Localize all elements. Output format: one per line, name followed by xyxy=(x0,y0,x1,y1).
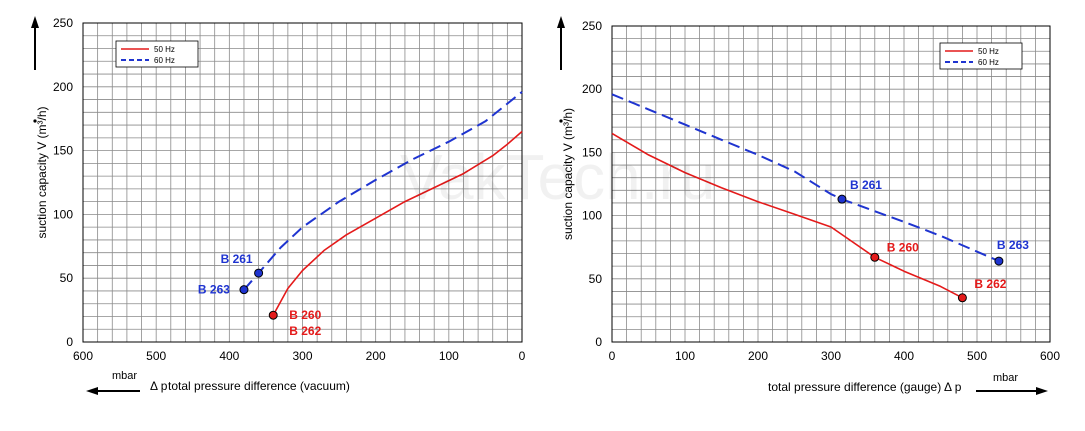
chart2-x-tick-label: 400 xyxy=(894,349,914,363)
chart2-y-axis-label: suction capacity V (m³/h) xyxy=(561,108,575,240)
chart2-x-axis-label: total pressure difference (gauge) xyxy=(768,380,941,394)
chart2-legend-box xyxy=(939,42,1023,70)
chart2-x-tick-label: 0 xyxy=(609,349,616,363)
chart1-x-axis-label: total pressure difference (vacuum) xyxy=(168,379,350,393)
chart2-point-label: B 263 xyxy=(997,238,1029,252)
chart2-y-arrow-head xyxy=(557,16,565,28)
chart2-x-tick-label: 100 xyxy=(675,349,695,363)
chart1-y-tick-label: 0 xyxy=(66,335,73,349)
chart1-y-axis-label: suction capacity V (m³/h) xyxy=(35,106,49,238)
chart2-model-point xyxy=(870,252,880,262)
chart1-point-label: B 260 xyxy=(289,308,321,322)
chart1-x-tick-label: 200 xyxy=(366,349,386,363)
chart2-point-label: B 261 xyxy=(850,178,882,192)
chart1-legend-label: 60 Hz xyxy=(154,56,175,65)
chart2-series-50hz-line xyxy=(611,132,963,299)
chart2-legend-label: 60 Hz xyxy=(978,58,999,67)
chart1-series-50hz-line xyxy=(272,130,523,316)
chart1-x-tick-label: 500 xyxy=(146,349,166,363)
chart2-x-tick-label: 200 xyxy=(748,349,768,363)
chart1-x-unit: mbar xyxy=(112,370,137,382)
chart2-series-60hz-line xyxy=(611,93,1000,263)
chart2-v-dot xyxy=(559,119,563,123)
chart1-x-tick-label: 300 xyxy=(292,349,312,363)
chart2-y-tick-label: 250 xyxy=(582,19,602,33)
chart2-model-point xyxy=(957,293,967,303)
chart1-plot-frame xyxy=(82,22,523,343)
chart2-x-unit: mbar xyxy=(993,372,1018,384)
chart2-x-suffix: Δ p xyxy=(944,380,962,394)
chart1-point-label: B 261 xyxy=(221,252,253,266)
chart1-legend-label: 50 Hz xyxy=(154,45,175,54)
chart2-x-tick-label: 500 xyxy=(967,349,987,363)
chart1-series-60hz-line xyxy=(243,91,523,291)
chart1-y-arrow-head xyxy=(31,16,39,28)
chart1-y-tick-label: 100 xyxy=(53,207,73,221)
chart1-model-point xyxy=(239,285,249,295)
chart2-legend-label: 50 Hz xyxy=(978,47,999,56)
chart2-x-tick-label: 300 xyxy=(821,349,841,363)
chart1-x-tick-label: 600 xyxy=(73,349,93,363)
chart2-point-label: B 260 xyxy=(887,240,919,254)
chart2-y-tick-label: 100 xyxy=(582,209,602,223)
chart1-model-point xyxy=(268,310,278,320)
chart2-model-point xyxy=(994,256,1004,266)
chart1-y-tick-label: 250 xyxy=(53,16,73,30)
chart1-point-label: B 263 xyxy=(198,283,230,297)
chart2-y-tick-label: 0 xyxy=(595,335,602,349)
chart1-x-tick-label: 100 xyxy=(439,349,459,363)
chart2-x-arrow-head xyxy=(1036,387,1048,395)
chart1-v-dot xyxy=(33,119,37,123)
chart1-y-tick-label: 50 xyxy=(60,271,74,285)
chart2-plot-frame xyxy=(611,25,1051,343)
chart1-y-tick-label: 150 xyxy=(53,144,73,158)
chart2-y-tick-label: 50 xyxy=(589,272,603,286)
chart1-x-tick-label: 400 xyxy=(219,349,239,363)
chart1-y-tick-label: 200 xyxy=(53,80,73,94)
chart1-point-label: B 262 xyxy=(289,324,321,338)
chart2-x-tick-label: 600 xyxy=(1040,349,1060,363)
chart2-y-tick-label: 150 xyxy=(582,145,602,159)
chart1-model-point xyxy=(254,268,264,278)
chart1-x-tick-label: 0 xyxy=(519,349,526,363)
chart2-model-point xyxy=(837,194,847,204)
chart2-y-tick-label: 200 xyxy=(582,82,602,96)
chart1-x-prefix: Δ p xyxy=(150,379,168,393)
chart1-x-arrow-head xyxy=(86,387,98,395)
chart1-legend-box xyxy=(115,40,199,68)
chart2-point-label: B 262 xyxy=(974,277,1006,291)
